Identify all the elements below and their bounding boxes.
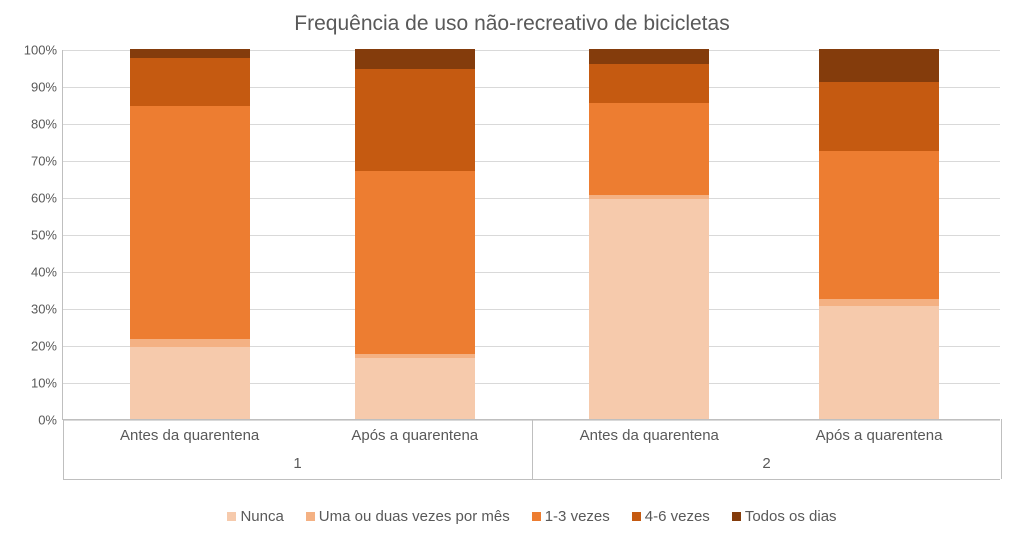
- bar-segment-um_tres: [589, 103, 709, 196]
- bar-segment-um_dois_mes: [819, 299, 939, 306]
- legend-item: 1-3 vezes: [532, 508, 610, 525]
- bar-segment-todos_dias: [819, 49, 939, 82]
- legend-swatch: [227, 512, 236, 521]
- bar-segment-nunca: [355, 358, 475, 419]
- y-axis-label: 90%: [31, 80, 57, 95]
- bar-segment-quatro_seis: [355, 69, 475, 171]
- y-axis-label: 0%: [38, 413, 57, 428]
- axis-bottom-border: [63, 479, 1000, 480]
- y-axis-label: 80%: [31, 117, 57, 132]
- bar: Após a quarentena: [355, 50, 475, 419]
- bar-segment-nunca: [819, 306, 939, 419]
- legend: Nunca Uma ou duas vezes por mês 1-3 vezes 4…: [60, 508, 1004, 525]
- y-axis-label: 70%: [31, 154, 57, 169]
- x-axis-group-label: 1: [63, 455, 532, 472]
- x-axis-divider: [1001, 419, 1002, 479]
- plot-area: 0%10%20%30%40%50%60%70%80%90%100%Antes d…: [62, 50, 1000, 420]
- bar-segment-todos_dias: [355, 49, 475, 69]
- bar-segment-todos_dias: [589, 49, 709, 64]
- bar-segment-quatro_seis: [819, 82, 939, 150]
- legend-label: Todos os dias: [745, 508, 837, 525]
- legend-label: Uma ou duas vezes por mês: [319, 508, 510, 525]
- legend-swatch: [732, 512, 741, 521]
- legend-item: Todos os dias: [732, 508, 837, 525]
- legend-item: Uma ou duas vezes por mês: [306, 508, 510, 525]
- bar: Após a quarentena: [819, 50, 939, 419]
- y-axis-label: 30%: [31, 302, 57, 317]
- x-axis-sub-label: Após a quarentena: [816, 427, 943, 444]
- chart-container: Frequência de uso não-recreativo de bici…: [0, 0, 1024, 535]
- bar: Antes da quarentena: [589, 50, 709, 419]
- bar-segment-um_tres: [355, 171, 475, 354]
- legend-item: 4-6 vezes: [632, 508, 710, 525]
- legend-swatch: [532, 512, 541, 521]
- bar-segment-um_dois_mes: [355, 354, 475, 358]
- bar-segment-todos_dias: [130, 49, 250, 58]
- bar-segment-nunca: [589, 199, 709, 419]
- chart-title: Frequência de uso não-recreativo de bici…: [0, 12, 1024, 36]
- bar-segment-quatro_seis: [130, 58, 250, 106]
- y-axis-label: 20%: [31, 339, 57, 354]
- bar-segment-um_tres: [819, 151, 939, 299]
- bar-segment-nunca: [130, 347, 250, 419]
- legend-label: Nunca: [240, 508, 283, 525]
- y-axis-label: 40%: [31, 265, 57, 280]
- y-axis-label: 50%: [31, 228, 57, 243]
- bar-segment-quatro_seis: [589, 64, 709, 103]
- x-axis-group-label: 2: [532, 455, 1001, 472]
- x-axis-sub-label: Antes da quarentena: [580, 427, 719, 444]
- y-axis-label: 100%: [24, 43, 57, 58]
- legend-item: Nunca: [227, 508, 283, 525]
- legend-swatch: [306, 512, 315, 521]
- bar-segment-um_dois_mes: [130, 339, 250, 346]
- legend-label: 1-3 vezes: [545, 508, 610, 525]
- legend-swatch: [632, 512, 641, 521]
- y-axis-label: 10%: [31, 376, 57, 391]
- y-axis-label: 60%: [31, 191, 57, 206]
- x-axis-sub-label: Após a quarentena: [351, 427, 478, 444]
- legend-label: 4-6 vezes: [645, 508, 710, 525]
- bar: Antes da quarentena: [130, 50, 250, 419]
- x-axis-sub-label: Antes da quarentena: [120, 427, 259, 444]
- bar-segment-um_dois_mes: [589, 195, 709, 199]
- bar-segment-um_tres: [130, 106, 250, 339]
